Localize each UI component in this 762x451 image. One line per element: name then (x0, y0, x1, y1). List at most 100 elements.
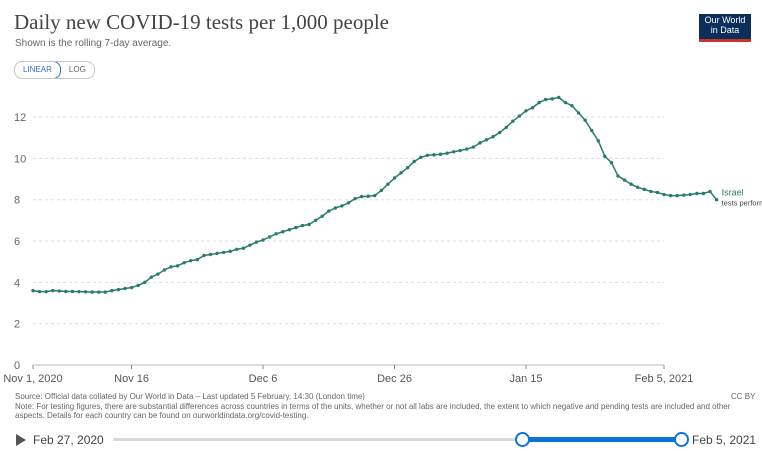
data-point (616, 174, 620, 178)
data-point (215, 251, 219, 256)
data-point (471, 145, 476, 149)
chart-subtitle: Shown is the rolling 7-day average. (15, 38, 172, 49)
data-point (682, 193, 686, 197)
logo-accent-bar (699, 39, 751, 42)
chart-footer: Source: Official data collated by Our Wo… (15, 392, 735, 421)
data-point (44, 289, 48, 294)
data-point (530, 106, 535, 110)
scale-toggle: LINEAR LOG (14, 61, 95, 79)
data-point (294, 225, 298, 230)
data-point (373, 193, 377, 198)
linear-scale-button[interactable]: LINEAR (14, 62, 61, 78)
data-point (649, 189, 653, 194)
data-point (129, 285, 134, 290)
data-point (123, 286, 127, 291)
data-point (70, 289, 75, 294)
data-point (438, 152, 443, 156)
data-point (708, 189, 712, 194)
timeline-start-handle[interactable] (515, 432, 530, 447)
data-point (636, 185, 640, 190)
y-tick-label: 12 (14, 112, 26, 124)
chart-title: Daily new COVID-19 tests per 1,000 peopl… (14, 10, 390, 34)
data-point (327, 209, 331, 213)
data-point (478, 141, 482, 145)
data-point (419, 155, 423, 160)
data-point (333, 206, 338, 210)
data-point (491, 134, 495, 139)
x-tick-label: Jan 15 (509, 373, 542, 385)
data-point (261, 238, 265, 242)
data-point (162, 268, 167, 272)
data-point (156, 272, 160, 276)
data-point (701, 191, 706, 196)
data-point (136, 283, 140, 288)
license-link[interactable]: CC BY (731, 392, 756, 401)
data-point (313, 218, 318, 223)
data-point (412, 159, 416, 164)
data-point (189, 258, 193, 263)
timeline-slider: Feb 27, 2020 Feb 5, 2021 (0, 428, 762, 450)
data-point (629, 182, 633, 186)
y-tick-label: 8 (14, 195, 20, 207)
data-point (241, 246, 246, 250)
data-point (307, 222, 311, 227)
data-point (116, 287, 121, 292)
data-point (655, 190, 660, 195)
data-point (97, 290, 101, 294)
data-point (570, 103, 574, 108)
data-point (543, 97, 548, 102)
data-point (175, 264, 180, 268)
data-point (248, 243, 252, 247)
data-point (425, 153, 430, 157)
timeline-track[interactable] (113, 438, 680, 441)
data-point (195, 257, 200, 262)
series-sublabel: tests performed (722, 199, 762, 208)
data-point (353, 196, 357, 201)
data-point (202, 253, 206, 258)
data-point (31, 288, 35, 293)
data-point (622, 178, 627, 182)
data-point (221, 250, 226, 255)
data-point (64, 289, 68, 294)
data-point (524, 109, 528, 113)
data-point (287, 227, 292, 232)
data-point (228, 249, 232, 254)
data-point (583, 118, 587, 122)
data-point (399, 171, 403, 175)
data-point (688, 192, 692, 197)
data-point (320, 214, 324, 218)
data-point (37, 289, 42, 294)
data-point (497, 130, 502, 135)
timeline-end-handle[interactable] (674, 432, 689, 447)
y-tick-label: 0 (14, 360, 20, 372)
data-point (405, 165, 410, 170)
data-point (149, 275, 154, 279)
data-point (267, 235, 272, 239)
data-point (589, 128, 594, 133)
data-point (359, 194, 364, 199)
y-tick-label: 6 (14, 236, 20, 248)
source-note: Source: Official data collated by Our Wo… (15, 392, 365, 401)
y-tick-label: 4 (14, 277, 20, 289)
owid-logo[interactable]: Our World in Data (699, 14, 751, 42)
data-point (169, 265, 173, 269)
x-tick-label: Nov 16 (114, 373, 149, 385)
play-icon[interactable] (16, 434, 26, 446)
log-scale-button[interactable]: LOG (68, 65, 86, 74)
data-point (445, 151, 449, 155)
data-point (609, 160, 614, 165)
logo-text-line2: in Data (710, 25, 740, 35)
data-point (386, 182, 390, 186)
data-point (340, 204, 344, 208)
line-chart: 0 2 4 6 8 10 12 Nov 1, 2020 Nov 16 Dec 6 Dec 26 Jan… (3, 95, 762, 385)
data-point (254, 240, 259, 244)
timeline-selected-range[interactable] (520, 437, 680, 442)
data-point (603, 154, 607, 159)
data-point (484, 138, 489, 142)
data-point (300, 223, 305, 228)
data-point (458, 148, 462, 153)
y-tick-label: 2 (14, 319, 20, 331)
data-point (57, 289, 61, 293)
data-point (274, 232, 278, 236)
timeline-end-label: Feb 5, 2021 (692, 433, 757, 447)
